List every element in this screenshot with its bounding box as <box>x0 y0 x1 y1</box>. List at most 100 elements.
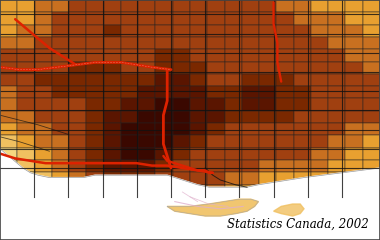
Bar <box>190 185 207 197</box>
Bar <box>121 172 138 185</box>
Bar <box>173 86 190 98</box>
Bar <box>69 74 86 86</box>
Bar <box>345 86 363 98</box>
Bar <box>121 49 138 61</box>
Bar <box>121 37 138 49</box>
Bar <box>328 37 345 49</box>
Bar <box>363 61 380 74</box>
Bar <box>242 123 259 135</box>
Bar <box>173 74 190 86</box>
Bar <box>104 98 121 111</box>
Bar <box>207 123 225 135</box>
Bar <box>35 172 52 185</box>
Bar <box>35 86 52 98</box>
Bar <box>225 86 242 98</box>
Bar <box>311 172 328 185</box>
Bar <box>328 61 345 74</box>
Bar <box>311 61 328 74</box>
Bar <box>242 0 259 12</box>
Bar <box>190 0 207 12</box>
Bar <box>276 185 294 197</box>
Bar <box>207 61 225 74</box>
Bar <box>17 160 35 172</box>
Bar <box>363 74 380 86</box>
Bar <box>104 135 121 148</box>
Bar <box>276 148 294 160</box>
Bar <box>259 86 276 98</box>
Bar <box>363 0 380 12</box>
Bar <box>259 74 276 86</box>
Bar <box>259 135 276 148</box>
Bar <box>242 74 259 86</box>
Bar <box>155 25 173 37</box>
Bar <box>345 98 363 111</box>
Bar <box>52 185 69 197</box>
Bar <box>155 172 173 185</box>
Bar <box>225 185 242 197</box>
Bar <box>259 172 276 185</box>
Bar <box>345 160 363 172</box>
Bar <box>52 98 69 111</box>
Bar <box>121 98 138 111</box>
Bar <box>276 98 294 111</box>
Bar <box>363 135 380 148</box>
Bar <box>190 148 207 160</box>
Bar <box>242 98 259 111</box>
Bar <box>276 172 294 185</box>
Bar <box>173 135 190 148</box>
Bar <box>69 0 86 12</box>
Bar <box>363 37 380 49</box>
Bar <box>86 49 104 61</box>
Bar <box>69 98 86 111</box>
Bar <box>173 0 190 12</box>
Bar <box>52 0 69 12</box>
Bar <box>104 61 121 74</box>
Bar <box>173 111 190 123</box>
Bar <box>363 185 380 197</box>
Bar <box>0 74 17 86</box>
Bar <box>207 25 225 37</box>
Bar <box>294 12 311 25</box>
Bar <box>86 0 104 12</box>
Bar <box>173 49 190 61</box>
Bar <box>276 135 294 148</box>
Bar <box>86 74 104 86</box>
Bar <box>311 74 328 86</box>
Bar <box>138 148 155 160</box>
Bar <box>86 172 104 185</box>
Bar <box>35 49 52 61</box>
Bar <box>173 160 190 172</box>
Bar <box>0 185 17 197</box>
Bar <box>138 123 155 135</box>
Bar <box>155 49 173 61</box>
Bar <box>207 98 225 111</box>
Bar <box>345 148 363 160</box>
Bar <box>173 185 190 197</box>
Bar <box>52 74 69 86</box>
Bar <box>328 148 345 160</box>
Bar <box>190 172 207 185</box>
Bar <box>17 98 35 111</box>
Bar <box>104 86 121 98</box>
Bar <box>155 12 173 25</box>
Bar <box>311 25 328 37</box>
Bar <box>276 74 294 86</box>
Bar <box>17 86 35 98</box>
Bar <box>69 185 86 197</box>
Bar <box>259 160 276 172</box>
Bar <box>190 135 207 148</box>
Bar <box>276 12 294 25</box>
Bar <box>363 111 380 123</box>
Bar <box>0 123 17 135</box>
Bar <box>363 25 380 37</box>
Bar <box>35 111 52 123</box>
Bar <box>138 12 155 25</box>
Bar <box>190 12 207 25</box>
Bar <box>173 148 190 160</box>
Bar <box>207 135 225 148</box>
Bar <box>121 61 138 74</box>
Bar <box>207 86 225 98</box>
Bar <box>86 160 104 172</box>
Bar <box>69 12 86 25</box>
Bar <box>173 12 190 25</box>
